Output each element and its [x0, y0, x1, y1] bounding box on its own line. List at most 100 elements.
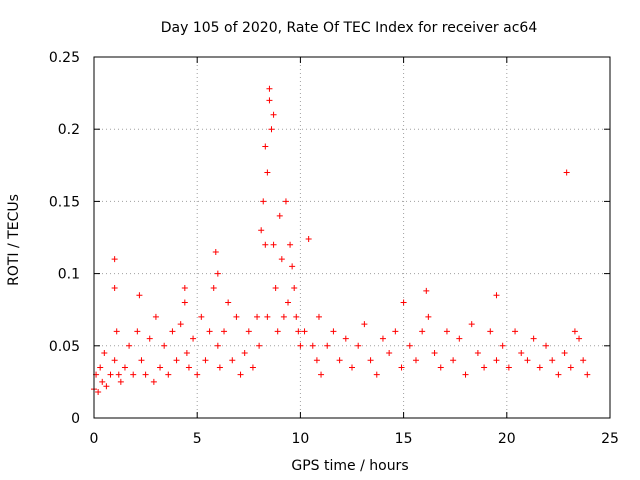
- y-axis-label: ROTI / TECUs: [6, 194, 22, 286]
- x-tick-label: 25: [601, 431, 619, 447]
- data-point: [157, 364, 164, 371]
- x-tick-labels: 0 5 10 15 20 25: [90, 431, 619, 447]
- data-point: [233, 313, 240, 320]
- y-tick-label: 0.2: [58, 122, 80, 138]
- data-point: [512, 328, 519, 335]
- data-points: [91, 85, 591, 396]
- data-point: [549, 357, 556, 364]
- data-point: [318, 371, 325, 378]
- data-point: [152, 313, 159, 320]
- data-point: [198, 313, 205, 320]
- data-point: [289, 263, 296, 270]
- chart-title: Day 105 of 2020, Rate Of TEC Index for r…: [161, 20, 538, 36]
- data-point: [576, 335, 583, 342]
- data-point: [173, 357, 180, 364]
- data-point: [270, 241, 277, 248]
- data-point: [115, 371, 122, 378]
- data-point: [229, 357, 236, 364]
- data-point: [309, 342, 316, 349]
- data-point: [386, 350, 393, 357]
- data-point: [373, 371, 380, 378]
- data-point: [202, 357, 209, 364]
- data-point: [518, 350, 525, 357]
- data-point: [146, 335, 153, 342]
- data-point: [524, 357, 531, 364]
- data-point: [214, 270, 221, 277]
- data-point: [543, 342, 550, 349]
- data-point: [330, 328, 337, 335]
- data-point: [190, 335, 197, 342]
- data-point: [423, 287, 430, 294]
- data-point: [487, 328, 494, 335]
- data-point: [555, 371, 562, 378]
- data-point: [150, 378, 157, 385]
- data-point: [450, 357, 457, 364]
- data-point: [136, 292, 143, 299]
- data-point: [349, 364, 355, 371]
- data-point: [177, 321, 184, 328]
- data-point: [462, 371, 469, 378]
- y-tick-label: 0.1: [58, 267, 80, 283]
- data-point: [237, 371, 244, 378]
- data-point: [437, 364, 444, 371]
- data-point: [468, 321, 475, 328]
- data-point: [268, 126, 275, 133]
- data-point: [134, 328, 141, 335]
- data-point: [367, 357, 374, 364]
- data-point: [225, 299, 232, 306]
- data-point: [315, 313, 322, 320]
- data-point: [113, 328, 120, 335]
- data-point: [379, 335, 386, 342]
- y-tick-label: 0.25: [49, 50, 80, 66]
- data-point: [266, 97, 273, 104]
- data-point: [530, 335, 537, 342]
- data-point: [241, 350, 248, 357]
- data-point: [111, 285, 118, 292]
- data-point: [165, 371, 172, 378]
- data-point: [287, 241, 294, 248]
- x-tick-label: 10: [291, 431, 309, 447]
- data-point: [425, 313, 432, 320]
- data-point: [412, 357, 419, 364]
- data-point: [276, 212, 283, 219]
- data-point: [130, 371, 137, 378]
- x-tick-label: 20: [498, 431, 516, 447]
- data-point: [419, 328, 426, 335]
- data-point: [126, 342, 133, 349]
- data-point: [221, 328, 228, 335]
- data-point: [97, 364, 104, 371]
- data-point: [400, 299, 407, 306]
- data-point: [499, 342, 506, 349]
- data-point: [282, 198, 289, 205]
- data-point: [111, 256, 118, 263]
- x-tick-label: 5: [193, 431, 202, 447]
- data-point: [567, 364, 574, 371]
- data-point: [216, 364, 223, 371]
- data-point: [392, 328, 399, 335]
- data-point: [264, 169, 271, 176]
- data-point: [280, 313, 287, 320]
- data-point: [301, 328, 308, 335]
- data-point: [185, 364, 192, 371]
- data-point: [117, 378, 124, 385]
- data-point: [336, 357, 343, 364]
- data-point: [536, 364, 543, 371]
- data-point: [181, 299, 188, 306]
- axis-ticks: [93, 56, 611, 419]
- data-point: [305, 235, 312, 242]
- data-point: [291, 285, 298, 292]
- grid-lines: [94, 57, 610, 418]
- data-point: [101, 350, 108, 357]
- data-point: [142, 371, 149, 378]
- plot-frame: [93, 56, 611, 419]
- data-point: [505, 364, 512, 371]
- data-point: [398, 364, 405, 371]
- data-point: [297, 342, 304, 349]
- data-point: [493, 357, 500, 364]
- data-point: [249, 364, 256, 371]
- data-point: [181, 285, 188, 292]
- y-tick-label: 0.05: [49, 339, 80, 355]
- data-point: [474, 350, 481, 357]
- data-point: [274, 328, 281, 335]
